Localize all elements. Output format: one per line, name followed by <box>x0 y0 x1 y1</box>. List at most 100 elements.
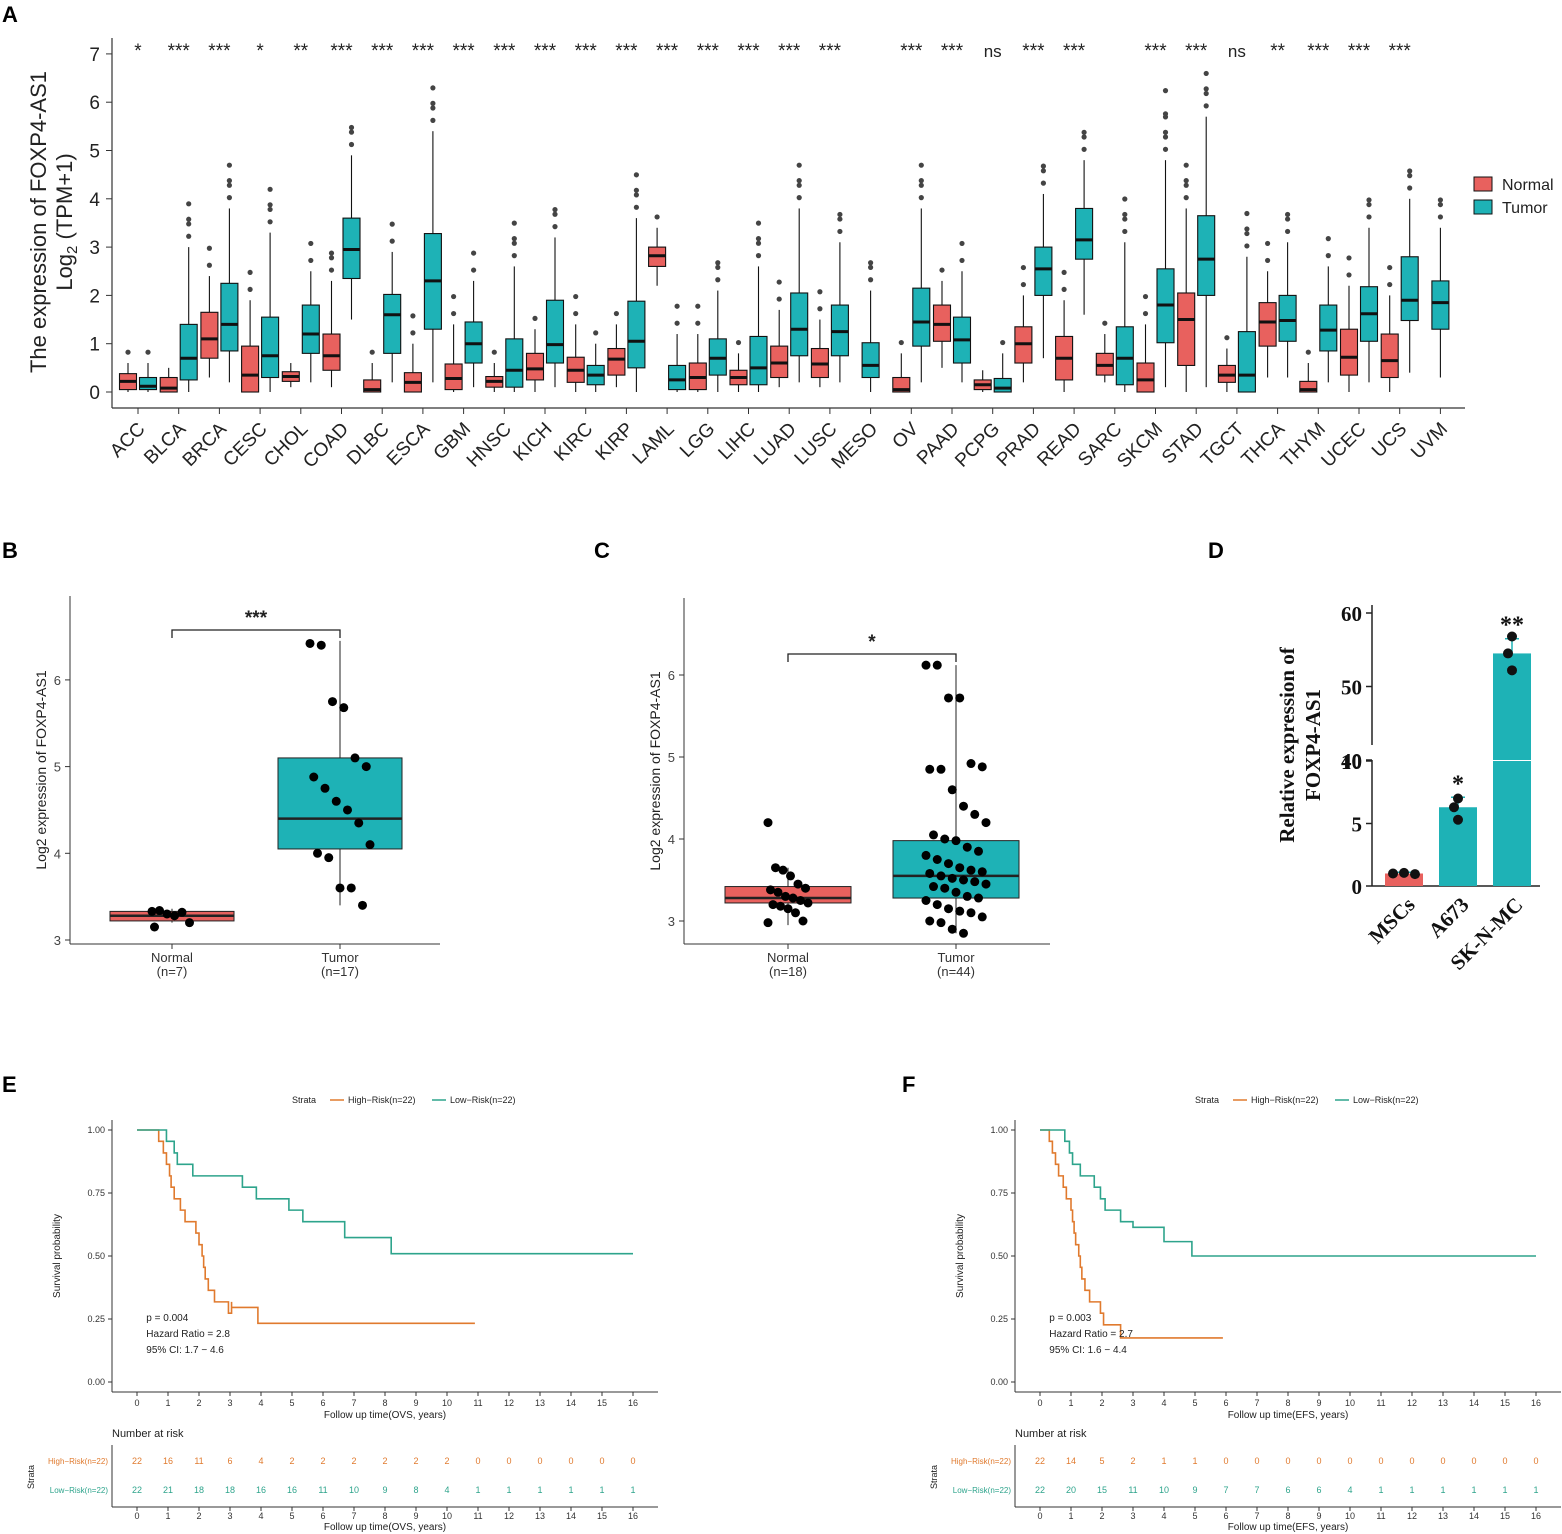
data-point <box>1449 802 1459 813</box>
box-tumor-outlier <box>511 253 517 259</box>
risk-table-value: 0 <box>1316 1456 1321 1466</box>
box-tumor-outlier <box>593 330 599 336</box>
x-tick-label: Tumor <box>937 950 975 965</box>
y-axis-label: Survival probability <box>955 1214 966 1298</box>
box-normal-outlier <box>1305 349 1311 355</box>
x-tick-label: 11 <box>473 1398 482 1408</box>
box-tumor-outlier <box>918 195 924 201</box>
data-point <box>361 762 371 772</box>
risk-table-x-tick-label: 4 <box>258 1511 263 1521</box>
data-point <box>773 887 783 897</box>
risk-table-value: 2 <box>413 1456 418 1466</box>
y-tick-label: 0.50 <box>990 1251 1008 1261</box>
data-point <box>339 703 349 713</box>
y-tick-label: 50 <box>1341 676 1362 700</box>
risk-table-value: 0 <box>1223 1456 1228 1466</box>
data-point <box>959 875 968 885</box>
risk-table-x-axis-label: Follow up time(EFS, years) <box>1228 1522 1349 1533</box>
box-tumor-box <box>261 316 280 379</box>
box-tumor-outlier <box>430 100 436 106</box>
box-tumor-outlier <box>226 178 232 184</box>
risk-table-row-label: Low−Risk(n=22) <box>50 1486 109 1495</box>
x-tick-label: LAML <box>629 419 679 469</box>
data-point <box>970 877 980 887</box>
risk-table-value: 10 <box>1159 1485 1169 1495</box>
box-tumor-outlier <box>868 260 874 266</box>
data-point <box>925 764 935 774</box>
risk-table-value: 11 <box>194 1456 203 1466</box>
box-tumor-outlier <box>1366 197 1372 203</box>
box-tumor-outlier <box>1081 134 1087 140</box>
x-tick-label: 2 <box>196 1398 201 1408</box>
box-tumor-box <box>790 292 809 357</box>
box-normal-box <box>607 347 626 376</box>
y-axis-label: Log2 expression of FOXP4-AS1 <box>33 670 49 869</box>
x-tick-label: 0 <box>134 1398 139 1408</box>
data-point <box>771 863 780 873</box>
risk-table-value: 0 <box>475 1456 480 1466</box>
x-tick-label: STAD <box>1158 419 1208 469</box>
x-tick-label: 7 <box>1254 1398 1259 1408</box>
box-tumor-box <box>1075 207 1094 260</box>
data-point <box>365 840 375 850</box>
risk-table-value: 1 <box>568 1485 573 1495</box>
risk-table-value: 2 <box>320 1456 325 1466</box>
box-normal-outlier <box>695 303 701 309</box>
x-tick-label: 12 <box>1407 1398 1417 1408</box>
data-point <box>177 907 187 917</box>
box-normal-outlier <box>776 279 782 285</box>
significance-label: *** <box>208 41 231 62</box>
x-tick-label: 1 <box>1068 1398 1073 1408</box>
risk-table-x-tick-label: 2 <box>1099 1511 1104 1521</box>
risk-table-row-label: Low−Risk(n=22) <box>953 1486 1012 1495</box>
x-tick-label: 9 <box>413 1398 418 1408</box>
risk-table-value: 1 <box>1192 1456 1197 1466</box>
data-point <box>763 918 773 928</box>
x-tick-label: PCPG <box>951 419 1004 472</box>
risk-table-value: 1 <box>506 1485 511 1495</box>
risk-table-x-tick-label: 9 <box>413 1511 418 1521</box>
y-tick-label: 3 <box>89 238 100 259</box>
data-point <box>936 764 946 774</box>
x-axis-label: Follow up time(EFS, years) <box>1228 1410 1349 1421</box>
box-normal-outlier <box>898 339 904 346</box>
box-normal-outlier <box>328 255 335 261</box>
panel-label-e: E <box>2 1072 17 1097</box>
x-tick-label: UVM <box>1407 419 1452 464</box>
data-point <box>170 911 179 921</box>
x-axis-label: Follow up time(OVS, years) <box>324 1410 446 1421</box>
box-tumor-box <box>668 364 687 391</box>
annotation-text: p = 0.003 <box>1049 1313 1091 1324</box>
y-tick-label: 4 <box>668 832 675 847</box>
significance-label: *** <box>493 41 516 62</box>
box-tumor-outlier <box>837 216 843 222</box>
risk-table-x-tick-label: 6 <box>1223 1511 1228 1521</box>
risk-table-value: 20 <box>1066 1485 1076 1495</box>
box-tumor-outlier <box>1285 211 1291 218</box>
risk-table-x-tick-label: 10 <box>1345 1511 1355 1521</box>
risk-table-value: 0 <box>1285 1456 1290 1466</box>
significance-label: *** <box>1063 41 1086 62</box>
annotation-text: 95% CI: 1.6 − 4.4 <box>1049 1345 1127 1356</box>
x-tick-label: Tumor <box>321 950 359 965</box>
risk-table-value: 6 <box>1316 1485 1321 1495</box>
significance-label: *** <box>615 41 638 62</box>
risk-table-value: 0 <box>599 1456 604 1466</box>
data-point <box>970 809 980 819</box>
data-point <box>966 865 976 875</box>
data-point <box>776 901 785 911</box>
box-normal-outlier <box>1346 272 1352 278</box>
data-point <box>162 909 172 919</box>
risk-table-value: 2 <box>382 1456 387 1466</box>
box-tumor-outlier <box>1162 88 1169 94</box>
box-normal-outlier <box>1387 264 1393 271</box>
box-tumor-outlier <box>1040 180 1046 186</box>
y-tick-label: 0.50 <box>87 1251 105 1261</box>
data-point <box>791 908 800 918</box>
data-point <box>343 805 352 815</box>
box-tumor-outlier <box>715 264 721 270</box>
box-tumor-outlier <box>1325 253 1331 259</box>
km-curve-high-risk <box>1040 1129 1223 1339</box>
